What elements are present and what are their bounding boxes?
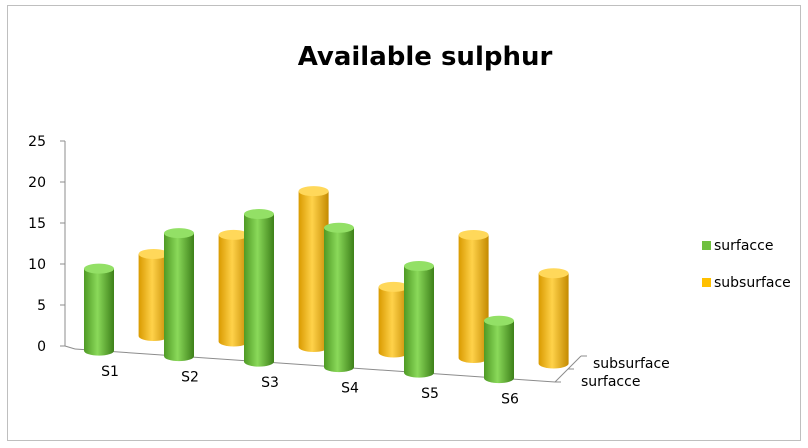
bar-S6-subsurface-top: [538, 268, 569, 279]
bar-S2-surfacce-body: [164, 233, 194, 362]
y-tick-label: 20: [28, 175, 46, 191]
bar-S5-subsurface-body: [458, 234, 489, 363]
x-tick-label: S5: [421, 386, 439, 402]
bar-S6-surfacce: [484, 315, 514, 384]
bar-S3-subsurface: [298, 186, 329, 352]
x-axis-ticks: S1 S2 S3 S4 S5 S6: [101, 364, 519, 408]
x-tick-label: S6: [501, 391, 519, 407]
bar-S2-surfacce: [164, 228, 194, 362]
y-tick-label: 15: [28, 216, 46, 232]
bar-S6-subsurface-body: [538, 273, 569, 369]
bar-S6-surfacce-top: [484, 315, 514, 326]
legend-label-subsurface: subsurface: [714, 275, 791, 291]
bar-S5-subsurface-top: [458, 229, 489, 240]
bars: [84, 186, 569, 384]
bar-S3-subsurface-top: [298, 186, 329, 197]
depth-label-back: subsurface: [593, 356, 670, 372]
bar-S6-subsurface: [538, 268, 569, 369]
bar-S1-subsurface-body: [138, 253, 169, 341]
depth-axis-ticks: subsurface surfacce: [581, 356, 670, 390]
bar-S4-surfacce-top: [324, 222, 354, 233]
x-tick-label: S2: [181, 369, 199, 385]
bar-S1-subsurface-top: [138, 248, 169, 259]
x-axis-line: [74, 348, 556, 383]
y-tick-label: 0: [37, 339, 46, 355]
legend-swatch-surfacce: [702, 241, 711, 250]
bar-S5-surfacce-top: [404, 261, 434, 272]
legend-swatch-subsurface: [702, 278, 711, 287]
legend-label-surfacce: surfacce: [714, 238, 773, 254]
y-tick-label: 25: [28, 134, 46, 150]
chart-title: Available sulphur: [298, 42, 553, 72]
axes: [64, 141, 587, 383]
chart-area: Available sulphur 0 5 10 15 20 25 S1 S2 S3 S4 S5 S…: [7, 5, 801, 441]
bar-S5-surfacce-body: [404, 266, 434, 378]
depth-label-front: surfacce: [581, 374, 640, 390]
x-tick-label: S4: [341, 380, 359, 396]
x-tick-label: S3: [261, 375, 279, 391]
bar-S2-subsurface-body: [218, 234, 249, 347]
bar-S4-subsurface-body: [378, 286, 409, 358]
bar-S1-surfacce: [84, 263, 114, 356]
bar-S3-surfacce-body: [244, 214, 274, 367]
y-tick-label: 10: [28, 257, 46, 273]
y-tick-label: 5: [37, 298, 46, 314]
bar-S1-surfacce-body: [84, 268, 114, 356]
bar-S5-surfacce: [404, 261, 434, 378]
bar-S6-surfacce-body: [484, 320, 514, 384]
bar-S1-subsurface: [138, 248, 169, 341]
bar-S3-surfacce: [244, 209, 274, 367]
bar-S3-surfacce-top: [244, 209, 274, 220]
legend: surfacce subsurface: [702, 238, 791, 291]
bar-S4-surfacce: [324, 222, 354, 373]
y-axis-ticks: 0 5 10 15 20 25: [28, 134, 65, 355]
bar-S4-subsurface: [378, 281, 409, 358]
x-tick-label: S1: [101, 364, 119, 380]
bar-S2-subsurface: [218, 229, 249, 347]
bar-S2-surfacce-top: [164, 228, 194, 239]
bar-S4-subsurface-top: [378, 281, 409, 292]
bar-S5-subsurface: [458, 229, 489, 363]
bar-S4-surfacce-body: [324, 227, 354, 373]
floor-left-edge: [64, 345, 76, 350]
bar-S3-subsurface-body: [298, 191, 329, 352]
bar-S2-subsurface-top: [218, 229, 249, 240]
bar-S1-surfacce-top: [84, 263, 114, 274]
